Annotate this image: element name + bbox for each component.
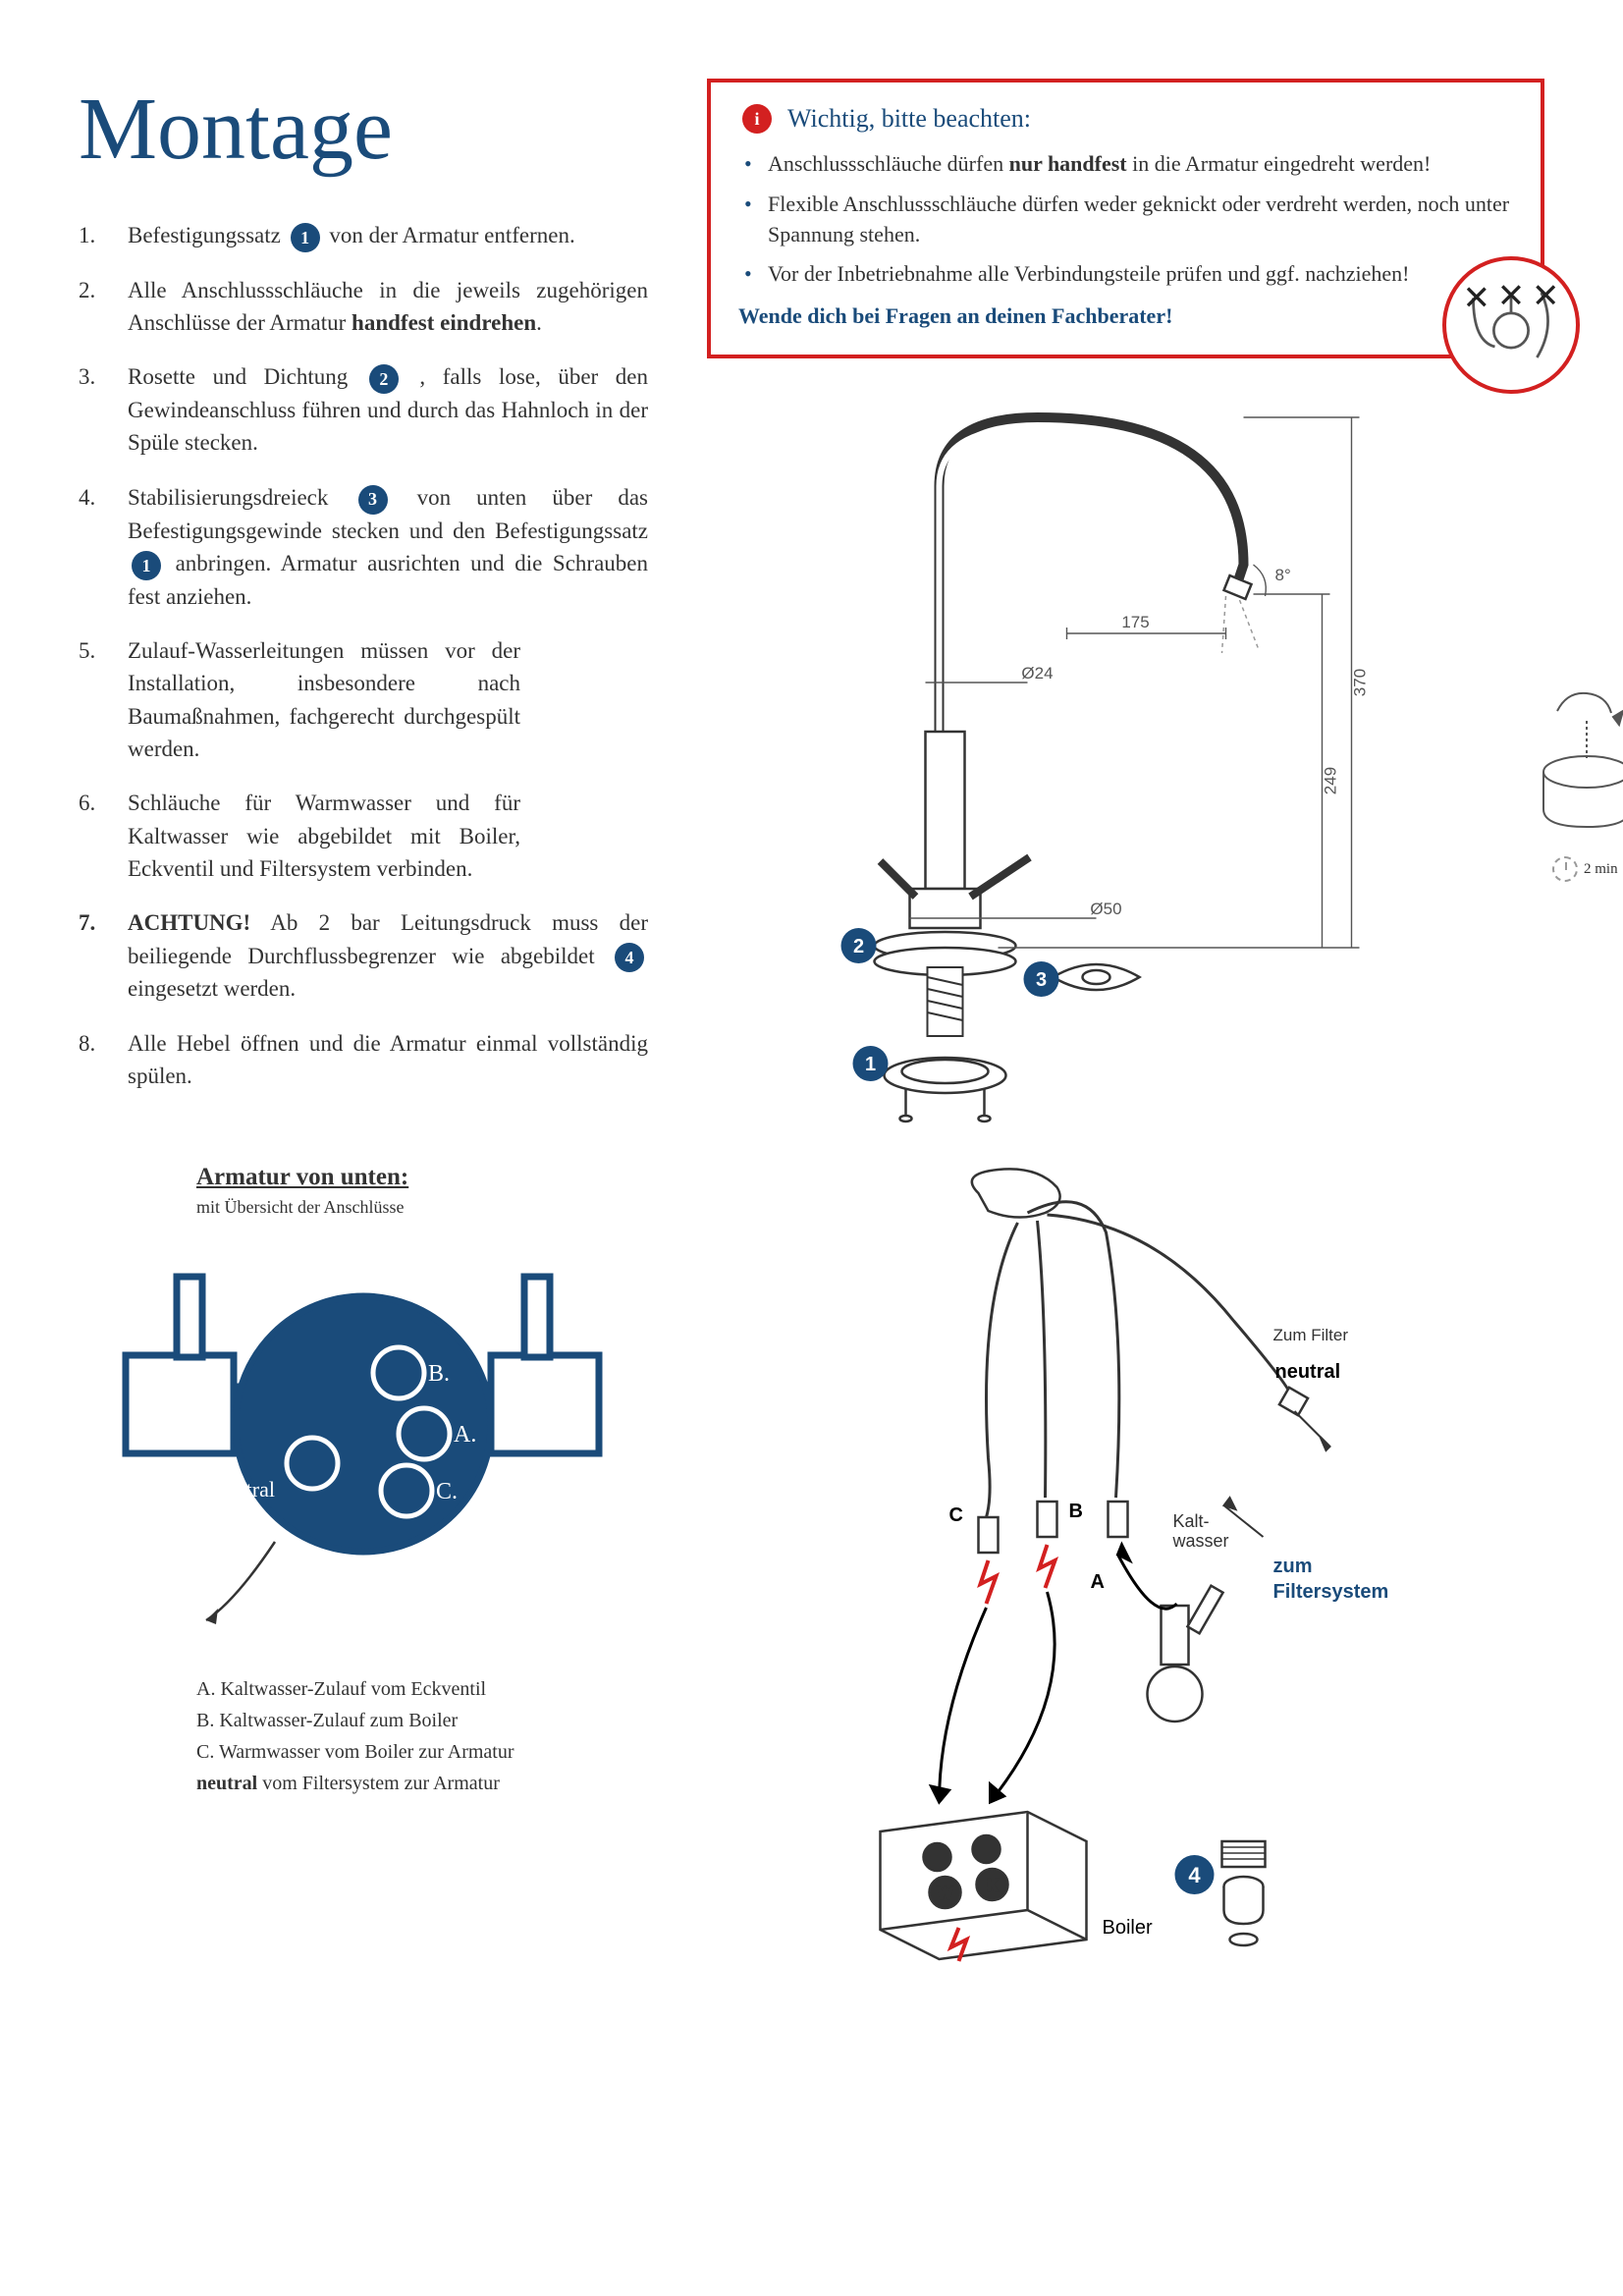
underside-svg: B. A. C. neutral: [79, 1237, 648, 1650]
callout-1: 1: [865, 1054, 876, 1075]
port-b: B.: [428, 1361, 450, 1387]
steps-list: Befestigungssatz 1 von der Armatur entfe…: [79, 219, 648, 1092]
diagram-column: i Wichtig, bitte beachten: Anschlussschl…: [707, 79, 1544, 1134]
callout-3: 3: [1036, 969, 1047, 991]
port-c: C.: [436, 1479, 458, 1504]
step-badge: 1: [291, 223, 320, 252]
clock-icon: [1552, 856, 1578, 882]
legend-row: A. Kaltwasser-Zulauf vom Eckventil: [196, 1674, 648, 1704]
port-neutral: neutral: [215, 1477, 275, 1502]
faucet-technical-drawing: 175 Ø24 Ø50 370 249 8° 1 2 3: [707, 388, 1544, 1134]
step-6: Schläuche für Warmwasser und für Kaltwas…: [79, 787, 648, 885]
hose-b: B: [1069, 1501, 1083, 1522]
legend-row: B. Kaltwasser-Zulauf zum Boiler: [196, 1706, 648, 1735]
step-3: Rosette und Dichtung 2 , falls lose, übe…: [79, 360, 648, 459]
underside-legend: A. Kaltwasser-Zulauf vom EckventilB. Kal…: [79, 1674, 648, 1798]
underside-title: Armatur von unten:: [196, 1164, 648, 1191]
legend-row: C. Warmwasser vom Boiler zur Armatur: [196, 1737, 648, 1767]
svg-text:zumFiltersystem: zumFiltersystem: [1273, 1556, 1389, 1603]
timer-illustration: 2 min: [1552, 845, 1623, 894]
hose-neutral: neutral: [1275, 1361, 1341, 1383]
dim-h-total: 370: [1351, 669, 1370, 696]
instructions-column: Montage Befestigungssatz 1 von der Armat…: [79, 79, 648, 1134]
dim-spout: 175: [1121, 613, 1149, 631]
legend-row: neutral vom Filtersystem zur Armatur: [196, 1769, 648, 1798]
hose-routing-diagram: C B A neutral Zum Filter Kalt-wasser zum…: [707, 1164, 1544, 1969]
step-1: Befestigungssatz 1 von der Armatur entfe…: [79, 219, 648, 252]
hose-warning-icon: [1442, 256, 1580, 394]
warning-title: i Wichtig, bitte beachten:: [738, 104, 1513, 134]
underside-subtitle: mit Übersicht der Anschlüsse: [196, 1197, 648, 1218]
underside-diagram: Armatur von unten: mit Übersicht der Ans…: [79, 1164, 648, 1969]
warning-item: Anschlussschläuche dürfen nur handfest i…: [738, 149, 1513, 180]
dim-h-handle: 249: [1322, 767, 1340, 794]
warning-footer: Wende dich bei Fragen an deinen Fachbera…: [738, 303, 1513, 329]
warning-item: Vor der Inbetriebnahme alle Verbindungst…: [738, 259, 1513, 290]
hose-c: C: [949, 1504, 963, 1526]
port-a: A.: [454, 1422, 476, 1448]
warning-item: Flexible Anschlussschläuche dürfen weder…: [738, 190, 1513, 250]
page-title: Montage: [79, 79, 648, 180]
step-2: Alle Anschlussschläuche in die jeweils z…: [79, 274, 648, 340]
timer-label: 2 min: [1584, 861, 1618, 878]
step-7: ACHTUNG! Ab 2 bar Leitungsdruck muss der…: [79, 906, 648, 1005]
step-badge: 4: [615, 943, 644, 972]
step-4: Stabilisierungsdreieck 3 von unten über …: [79, 481, 648, 613]
step-badge: 2: [369, 364, 399, 394]
dim-stem: Ø24: [1021, 664, 1053, 683]
step-8: Alle Hebel öffnen und die Armatur einmal…: [79, 1027, 648, 1093]
step-badge: 1: [132, 551, 161, 580]
svg-text:K: K: [987, 1878, 998, 1894]
svg-text:Kalt-wasser: Kalt-wasser: [1172, 1511, 1229, 1551]
callout-4: 4: [1188, 1863, 1201, 1887]
dim-angle: 8°: [1275, 566, 1291, 584]
warning-list: Anschlussschläuche dürfen nur handfest i…: [738, 149, 1513, 290]
label-boiler: Boiler: [1103, 1917, 1153, 1939]
rinse-illustration: [1533, 682, 1623, 829]
step-badge: 3: [358, 485, 388, 515]
callout-2: 2: [853, 936, 864, 957]
step-5: Zulauf-Wasserleitungen müssen vor der In…: [79, 634, 648, 765]
hose-a: A: [1091, 1571, 1105, 1593]
info-icon: i: [742, 104, 772, 134]
label-to-filter: Zum Filter: [1273, 1326, 1349, 1344]
svg-text:W: W: [938, 1886, 953, 1902]
dim-base: Ø50: [1090, 900, 1121, 918]
warning-box: i Wichtig, bitte beachten: Anschlussschl…: [707, 79, 1544, 358]
